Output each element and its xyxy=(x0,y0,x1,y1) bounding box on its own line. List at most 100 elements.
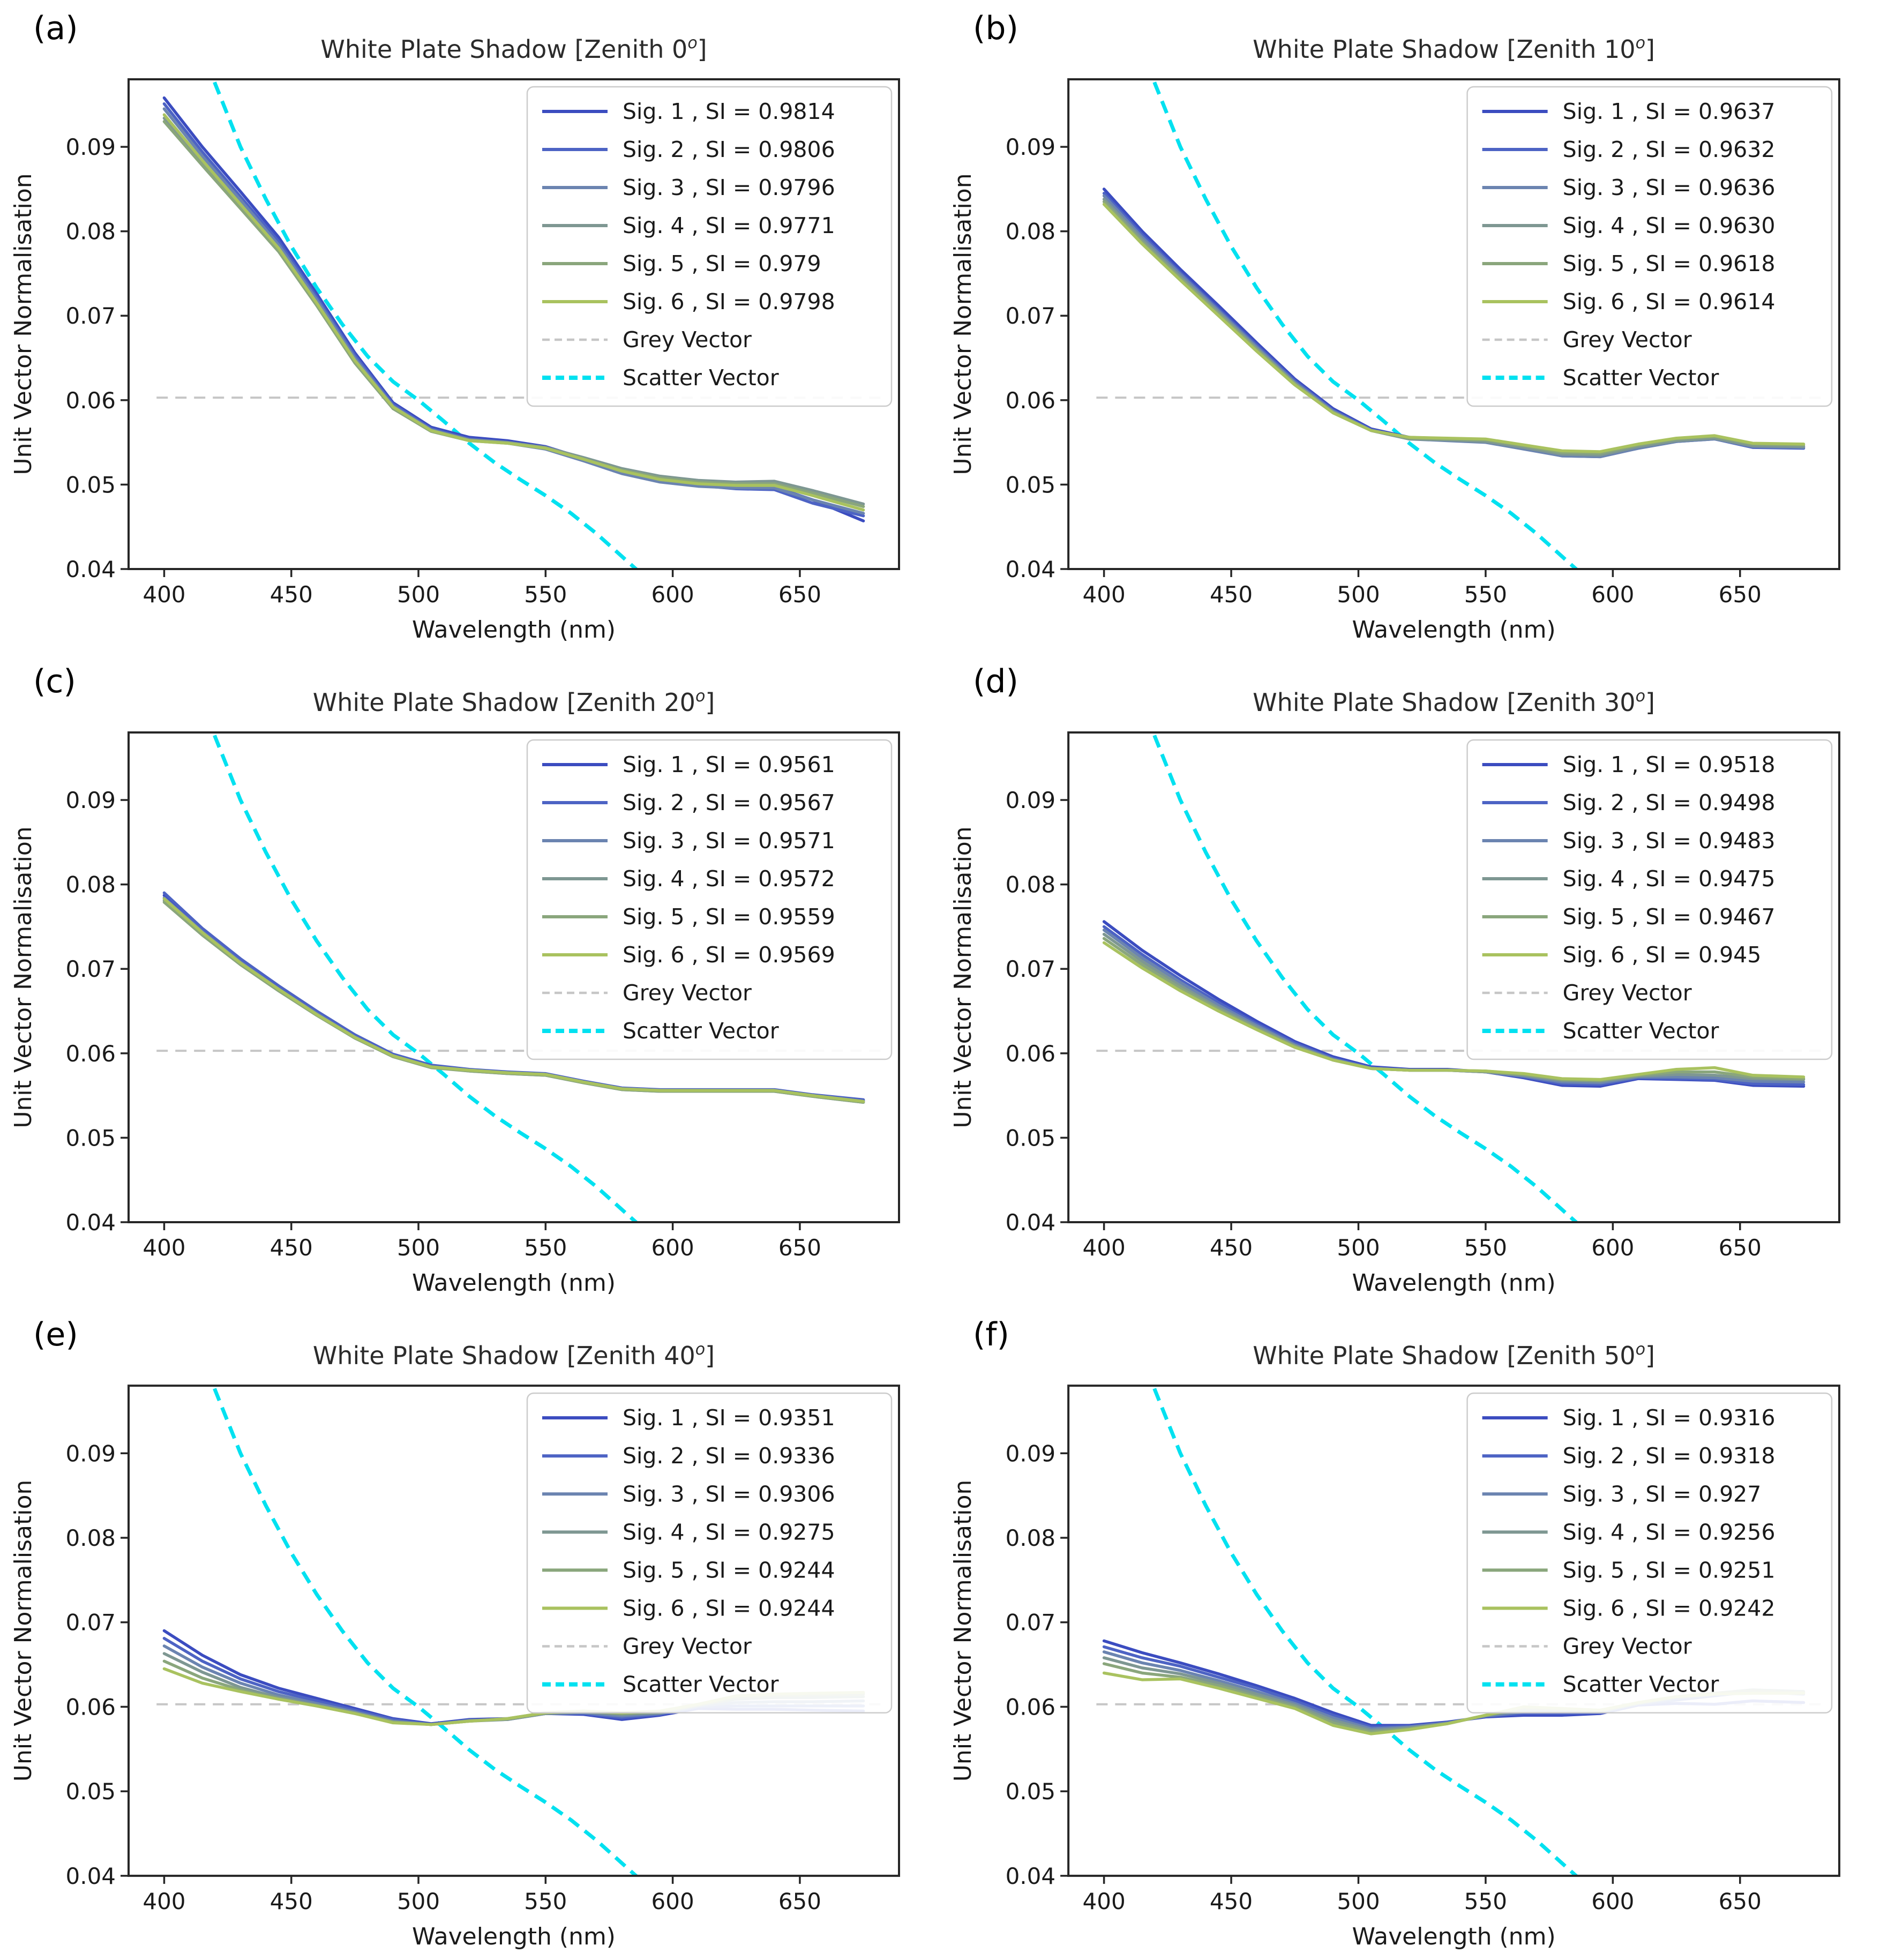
y-tick-label: 0.06 xyxy=(66,1694,116,1720)
y-tick-label: 0.09 xyxy=(66,1440,116,1467)
x-tick-label: 550 xyxy=(1464,1888,1507,1914)
series-line-sig-6 xyxy=(1102,203,1806,453)
x-tick-label: 500 xyxy=(1337,581,1380,608)
scatter-vector-line xyxy=(1151,1386,1579,1876)
x-tick-label: 550 xyxy=(524,1235,567,1261)
legend-label: Sig. 2 , SI = 0.9632 xyxy=(1563,137,1776,162)
y-tick-label: 0.07 xyxy=(1006,1610,1056,1636)
x-tick-label: 450 xyxy=(1210,581,1253,608)
y-tick-label: 0.04 xyxy=(65,556,116,582)
legend-label: Sig. 5 , SI = 0.979 xyxy=(623,251,821,276)
legend-label: Grey Vector xyxy=(623,980,752,1006)
chart-zenith-40: 400 450 500 550 600 650 0.04 0.05 0.06 0.07 0.08 0.… xyxy=(10,1340,900,1950)
scatter-vector-line xyxy=(1151,79,1579,569)
legend-label: Sig. 2 , SI = 0.9498 xyxy=(1563,790,1776,816)
legend-label: Sig. 6 , SI = 0.9242 xyxy=(1563,1595,1776,1621)
legend-label: Sig. 3 , SI = 0.9483 xyxy=(1563,828,1776,854)
legend-label: Sig. 1 , SI = 0.9561 xyxy=(623,752,835,777)
x-tick-label: 600 xyxy=(1591,581,1634,608)
legend-label: Sig. 4 , SI = 0.9771 xyxy=(623,213,835,238)
y-tick-label: 0.07 xyxy=(65,956,116,982)
y-tick-label: 0.09 xyxy=(65,787,116,813)
panel-letter-b: (b) xyxy=(973,10,1018,47)
scatter-vector-line xyxy=(212,79,639,569)
legend-label: Sig. 1 , SI = 0.9351 xyxy=(623,1405,835,1431)
y-tick-label: 0.05 xyxy=(1006,1125,1056,1151)
y-axis-label: Unit Vector Normalisation xyxy=(949,1480,977,1782)
x-tick-label: 400 xyxy=(1083,581,1126,608)
legend-label: Sig. 5 , SI = 0.9559 xyxy=(623,904,835,930)
x-tick-label: 600 xyxy=(1591,1888,1634,1914)
x-tick-label: 600 xyxy=(1591,1235,1634,1261)
legend: Sig. 1 , SI = 0.9351 Sig. 2 , SI = 0.9336… xyxy=(526,1392,893,1714)
x-tick-label: 500 xyxy=(397,1235,440,1261)
x-tick-label: 600 xyxy=(651,1888,694,1914)
legend-label: Sig. 2 , SI = 0.9336 xyxy=(623,1443,835,1469)
panel-title: White Plate Shadow [Zenith 50o] xyxy=(1253,1340,1655,1370)
y-tick-label: 0.07 xyxy=(1006,956,1056,982)
legend-label: Sig. 4 , SI = 0.9572 xyxy=(623,866,835,892)
y-tick-label: 0.05 xyxy=(1006,1778,1056,1805)
y-axis-label: Unit Vector Normalisation xyxy=(10,173,37,475)
legend-label: Sig. 6 , SI = 0.9798 xyxy=(623,289,835,315)
x-tick-label: 600 xyxy=(651,581,694,608)
x-tick-label: 550 xyxy=(1464,581,1507,608)
x-tick-label: 500 xyxy=(1337,1888,1380,1914)
legend-label: Grey Vector xyxy=(623,327,752,353)
y-tick-label: 0.06 xyxy=(1006,1694,1056,1720)
panel-c: (c) 400 450 500 550 600 650 0.04 0.05 0.06 0.07 0.… xyxy=(0,653,940,1306)
y-tick-label: 0.06 xyxy=(65,1041,116,1067)
legend-label: Sig. 3 , SI = 0.9306 xyxy=(623,1481,835,1507)
legend-label: Sig. 5 , SI = 0.9251 xyxy=(1563,1557,1776,1583)
y-tick-label: 0.08 xyxy=(65,219,116,245)
legend-label: Sig. 6 , SI = 0.945 xyxy=(1563,942,1762,968)
y-tick-label: 0.08 xyxy=(65,872,116,898)
scatter-vector-line xyxy=(212,1386,639,1876)
y-tick-label: 0.08 xyxy=(1006,1525,1056,1551)
x-axis-label: Wavelength (nm) xyxy=(412,1923,616,1950)
x-tick-label: 450 xyxy=(270,1235,313,1261)
panel-d: (d) 400 450 500 550 600 650 0.04 0.05 0.06 0.07 0.… xyxy=(940,653,1880,1306)
legend: Sig. 1 , SI = 0.9518 Sig. 2 , SI = 0.9498… xyxy=(1466,739,1833,1060)
legend-label: Sig. 2 , SI = 0.9567 xyxy=(623,790,835,816)
x-tick-label: 650 xyxy=(1719,1235,1762,1261)
legend: Sig. 1 , SI = 0.9814 Sig. 2 , SI = 0.9806… xyxy=(526,86,893,407)
panel-title: White Plate Shadow [Zenith 40o] xyxy=(313,1340,715,1370)
legend: Sig. 1 , SI = 0.9316 Sig. 2 , SI = 0.9318… xyxy=(1466,1392,1833,1714)
y-tick-label: 0.04 xyxy=(65,1209,116,1236)
legend-label: Sig. 1 , SI = 0.9814 xyxy=(623,99,835,124)
y-tick-label: 0.08 xyxy=(66,1525,116,1551)
legend-label: Grey Vector xyxy=(1563,327,1692,353)
legend-label: Sig. 4 , SI = 0.9475 xyxy=(1563,866,1776,892)
y-tick-label: 0.09 xyxy=(1006,1440,1056,1467)
legend-label: Sig. 6 , SI = 0.9244 xyxy=(623,1595,835,1621)
legend-label: Sig. 5 , SI = 0.9244 xyxy=(623,1557,835,1583)
y-axis-label: Unit Vector Normalisation xyxy=(10,826,37,1128)
legend-label: Scatter Vector xyxy=(1563,365,1719,391)
y-axis-label: Unit Vector Normalisation xyxy=(10,1480,37,1782)
x-tick-label: 450 xyxy=(270,581,313,608)
axis-frame xyxy=(1067,78,1840,570)
legend-label: Sig. 2 , SI = 0.9806 xyxy=(623,137,835,162)
x-tick-label: 450 xyxy=(1210,1235,1253,1261)
y-axis-label: Unit Vector Normalisation xyxy=(949,173,977,475)
legend-label: Sig. 3 , SI = 0.9796 xyxy=(623,175,835,200)
legend-label: Scatter Vector xyxy=(623,1018,779,1044)
y-tick-label: 0.06 xyxy=(65,387,116,414)
axis-frame xyxy=(128,78,900,570)
y-tick-label: 0.05 xyxy=(65,472,116,498)
x-tick-label: 650 xyxy=(1719,581,1762,608)
y-tick-label: 0.09 xyxy=(65,134,116,160)
x-tick-label: 500 xyxy=(397,581,440,608)
series-line-sig-6 xyxy=(162,897,865,1103)
x-axis-label: Wavelength (nm) xyxy=(412,616,616,644)
legend-label: Grey Vector xyxy=(1563,980,1692,1006)
x-tick-label: 400 xyxy=(143,1235,185,1261)
chart-zenith-10: 400 450 500 550 600 650 0.04 0.05 0.06 0.07 0.08 0.… xyxy=(949,34,1840,644)
y-tick-label: 0.05 xyxy=(65,1125,116,1151)
legend-label: Sig. 4 , SI = 0.9256 xyxy=(1563,1519,1776,1545)
x-tick-label: 400 xyxy=(143,1888,185,1914)
x-axis-label: Wavelength (nm) xyxy=(1352,616,1555,644)
legend-label: Scatter Vector xyxy=(1563,1018,1719,1044)
